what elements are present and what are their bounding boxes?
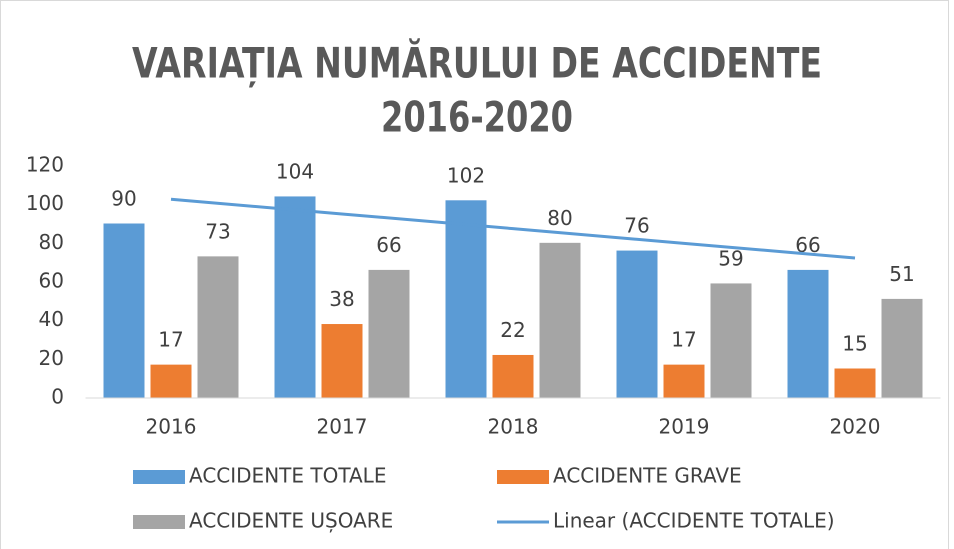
data-label: 38 (329, 287, 354, 311)
x-tick-label: 2018 (488, 415, 539, 439)
legend-swatch (133, 515, 185, 529)
bar (445, 200, 487, 399)
bar (197, 256, 239, 399)
legend-label: ACCIDENTE TOTALE (189, 464, 386, 488)
bar (274, 196, 316, 399)
bar (663, 364, 705, 399)
y-tick-label: 0 (51, 385, 64, 409)
legend-swatch (497, 470, 549, 484)
y-tick-label: 40 (39, 307, 64, 331)
trend-line (170, 197, 856, 260)
bar (321, 324, 363, 399)
data-label: 102 (447, 163, 485, 187)
bar (710, 283, 752, 399)
data-label: 90 (111, 187, 136, 211)
x-tick-label: 2020 (830, 415, 881, 439)
bar (787, 269, 829, 399)
data-label: 104 (276, 159, 314, 183)
y-tick-label: 60 (39, 269, 64, 293)
data-label: 73 (205, 219, 230, 243)
data-label: 17 (158, 328, 183, 352)
y-tick-label: 80 (39, 230, 64, 254)
data-label: 76 (624, 214, 649, 238)
legend-label: ACCIDENTE GRAVE (553, 464, 742, 488)
y-tick-label: 100 (26, 191, 64, 215)
data-label: 15 (842, 332, 867, 356)
bar (616, 250, 658, 399)
chart-title: 2016-2020 (381, 93, 573, 142)
bar (150, 364, 192, 399)
bar (103, 223, 145, 399)
legend-swatch (133, 470, 185, 484)
x-tick-label: 2016 (146, 415, 197, 439)
y-tick-label: 120 (26, 153, 64, 177)
data-label: 17 (671, 328, 696, 352)
data-label: 22 (500, 318, 525, 342)
x-tick-label: 2017 (317, 415, 368, 439)
data-label: 66 (376, 233, 401, 257)
bar (834, 368, 876, 399)
y-tick-label: 20 (39, 346, 64, 370)
x-tick-label: 2019 (659, 415, 710, 439)
bar (368, 269, 410, 399)
data-label: 80 (547, 206, 572, 230)
legend-label: Linear (ACCIDENTE TOTALE) (553, 509, 835, 533)
bar (492, 354, 534, 399)
data-label: 51 (889, 262, 914, 286)
legend-label: ACCIDENTE UȘOARE (189, 509, 393, 533)
bar (881, 298, 923, 399)
bar (539, 242, 581, 399)
data-label: 59 (718, 246, 743, 270)
chart-title: VARIAȚIA NUMĂRULUI DE ACCIDENTE (132, 38, 822, 89)
